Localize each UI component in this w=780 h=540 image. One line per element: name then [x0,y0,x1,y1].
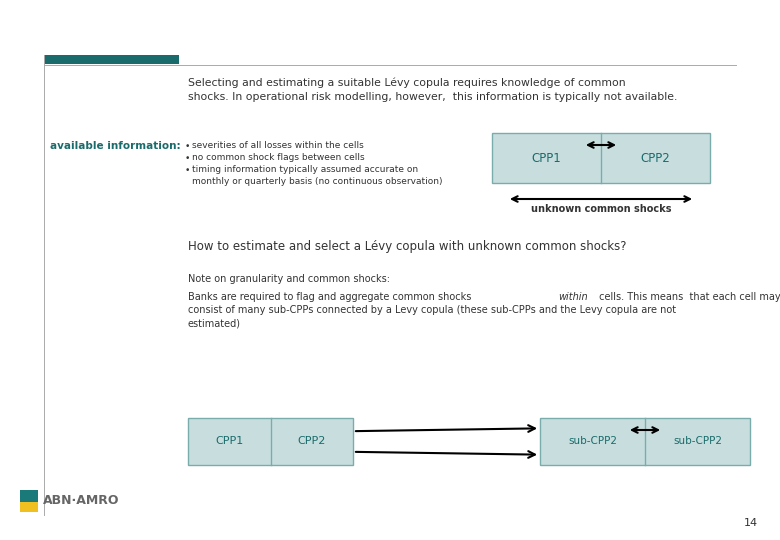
Text: sub-CPP2: sub-CPP2 [673,436,722,447]
Text: within: within [558,292,587,302]
Text: consist of many sub-CPPs connected by a Levy copula (these sub-CPPs and the Levy: consist of many sub-CPPs connected by a … [188,305,676,315]
Text: sub-CPP2: sub-CPP2 [568,436,617,447]
Text: shocks. In operational risk modelling, however,  this information is typically n: shocks. In operational risk modelling, h… [188,92,677,102]
Bar [188,418,353,465]
Text: available information:: available information: [50,141,181,151]
Text: Banks are required to flag and aggregate common shocks: Banks are required to flag and aggregate… [188,292,474,302]
Text: •: • [185,142,190,151]
Polygon shape [20,490,38,502]
Text: CPP1: CPP1 [532,152,562,165]
Text: severities of all losses within the cells: severities of all losses within the cell… [192,141,363,150]
Bar [44,55,179,64]
Text: •: • [185,154,190,163]
Bar [492,133,710,183]
Text: •: • [185,166,190,175]
Bar [540,418,750,465]
Text: CPP1: CPP1 [215,436,243,447]
Polygon shape [20,502,38,512]
Text: Note on granularity and common shocks:: Note on granularity and common shocks: [188,274,390,284]
Text: Selecting and estimating a suitable Lévy copula requires knowledge of common: Selecting and estimating a suitable Lévy… [188,78,626,89]
Text: ABN·AMRO: ABN·AMRO [43,495,119,508]
Text: estimated): estimated) [188,318,241,328]
Text: no common shock flags between cells: no common shock flags between cells [192,153,364,162]
Text: CPP2: CPP2 [640,152,670,165]
Text: monthly or quarterly basis (no continuous observation): monthly or quarterly basis (no continuou… [192,177,442,186]
Text: CPP2: CPP2 [297,436,326,447]
Text: cells. This means  that each cell may: cells. This means that each cell may [596,292,780,302]
Text: 14: 14 [744,518,758,528]
Text: unknown common shocks: unknown common shocks [530,204,672,214]
Text: timing information typically assumed accurate on: timing information typically assumed acc… [192,165,418,174]
Text: How to estimate and select a Lévy copula with unknown common shocks?: How to estimate and select a Lévy copula… [188,240,626,253]
